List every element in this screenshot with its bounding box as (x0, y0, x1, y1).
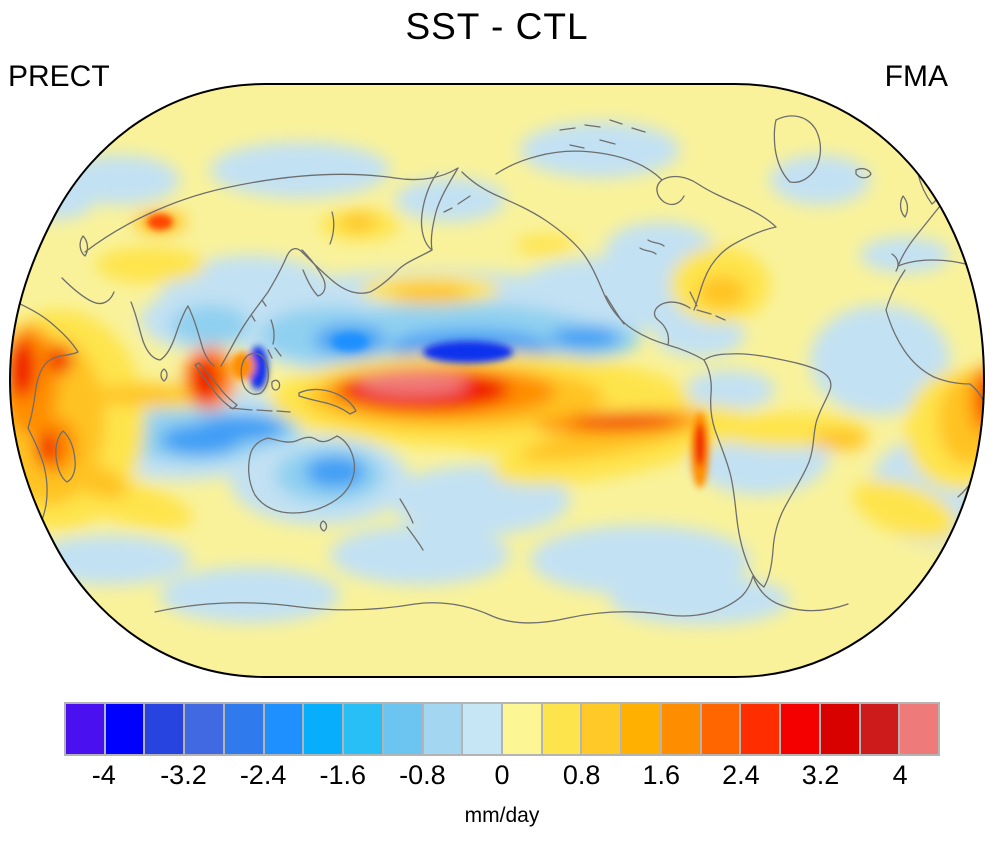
colorbar: -4 -3.2 -2.4 -1.6 -0.8 0 0.8 1.6 2.4 3.2 4 mm/day (64, 702, 940, 828)
colorbar-tick-label: 2.4 (722, 760, 760, 790)
colorbar-cell (900, 704, 938, 754)
colorbar-cell (264, 704, 303, 754)
colorbar-ticks: -4 -3.2 -2.4 -1.6 -0.8 0 0.8 1.6 2.4 3.2 4 (64, 760, 940, 796)
colorbar-cell (582, 704, 621, 754)
colorbar-cell (820, 704, 859, 754)
colorbar-cell (145, 704, 184, 754)
colorbar-cell (661, 704, 700, 754)
colorbar-tick-label: 0 (494, 760, 510, 790)
colorbar-cell (383, 704, 422, 754)
colorbar-cell (224, 704, 263, 754)
colorbar-tick-label: -1.6 (319, 760, 366, 790)
map-outline (8, 83, 986, 678)
colorbar-tick-label: -2.4 (239, 760, 287, 790)
colorbar-cell (622, 704, 660, 754)
colorbar-cell (105, 704, 144, 754)
colorbar-cell (781, 704, 819, 754)
colorbar-cell (344, 704, 382, 754)
colorbar-cell (741, 704, 780, 754)
colorbar-tick-label: 1.6 (642, 760, 681, 790)
variable-label: PRECT (8, 60, 110, 93)
colorbar-cell (860, 704, 899, 754)
colorbar-cell (502, 704, 541, 754)
colorbar-cell (542, 704, 581, 754)
colorbar-tick-label: 3.2 (801, 760, 840, 790)
colorbar-cell (66, 704, 104, 754)
page-title: SST - CTL (405, 6, 589, 47)
colorbar-tick-label: 4 (892, 760, 908, 790)
colorbar-tick-label: -4 (91, 760, 116, 790)
colorbar-cell (185, 704, 223, 754)
colorbar-tick-label: 0.8 (562, 760, 601, 790)
colorbar-cells (64, 702, 940, 756)
colorbar-cell (463, 704, 501, 754)
anomaly-field (10, 122, 984, 625)
colorbar-units: mm/day (464, 804, 540, 827)
colorbar-cell (304, 704, 343, 754)
colorbar-tick-label: -3.2 (160, 760, 207, 790)
coastlines (11, 115, 984, 624)
colorbar-tick-label: -0.8 (399, 760, 446, 790)
anomaly-cores (147, 214, 709, 488)
colorbar-cell (423, 704, 462, 754)
colorbar-cell (701, 704, 740, 754)
season-label: FMA (884, 60, 948, 93)
